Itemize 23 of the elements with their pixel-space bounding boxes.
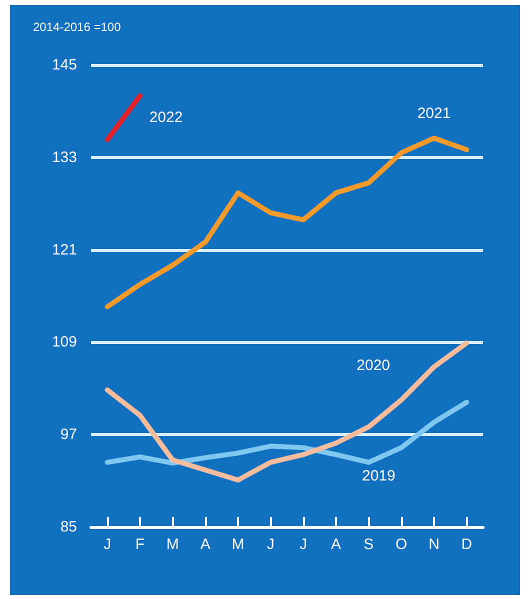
x-tick-label: J [104,536,112,553]
x-tick-label: A [200,536,210,553]
x-tick-label: O [395,536,408,553]
x-tick-label: S [364,536,374,553]
x-tick-label: J [266,536,274,553]
y-tick-label: 97 [60,426,77,444]
y-tick-label: 109 [52,334,77,351]
series-label: 2021 [417,105,451,122]
x-tick-label: M [232,536,244,553]
series-label: 2020 [356,356,390,374]
x-tick-label: F [135,536,145,553]
x-tick-label: N [428,536,440,553]
y-tick-label: 85 [60,518,77,536]
series-label: 2019 [362,467,396,484]
y-tick-label: 145 [52,56,77,74]
x-tick-label: J [300,536,308,553]
x-tick-label: D [461,536,472,553]
series-label: 2022 [149,108,183,126]
x-tick-label: A [330,536,342,553]
y-tick-label: 133 [52,148,77,166]
x-tick-label: M [166,536,179,553]
y-axis-title: 2014-2016 =100 [33,20,122,34]
y-tick-label: 121 [52,241,77,258]
